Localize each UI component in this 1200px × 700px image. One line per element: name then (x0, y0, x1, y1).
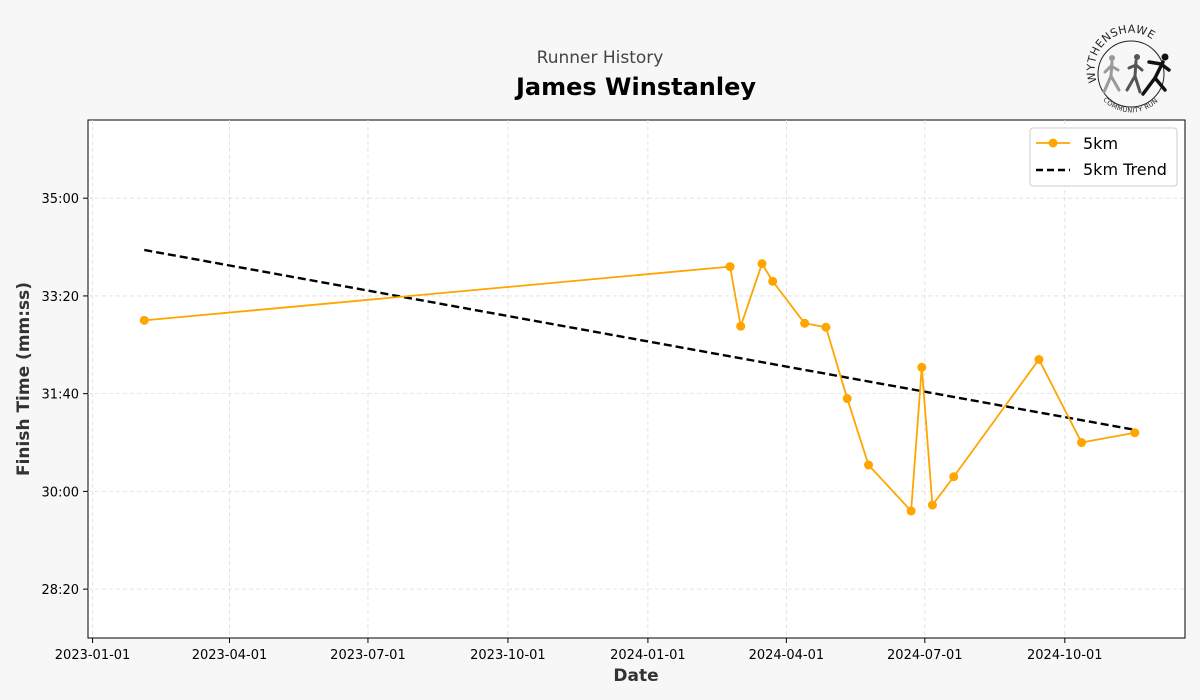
data-point-5km (768, 276, 778, 286)
data-point-5km (949, 472, 959, 482)
logo-runner-1-icon (1102, 55, 1121, 94)
x-tick-label: 2024-10-01 (1027, 648, 1103, 663)
series-line-5km (144, 262, 1135, 512)
logo-text-bottom: COMMUNITY RUN (1102, 96, 1160, 115)
x-tick-label: 2024-07-01 (887, 648, 963, 663)
x-tick-label: 2023-04-01 (192, 648, 268, 663)
series-layer (139, 248, 1140, 516)
data-point-5km (906, 506, 916, 516)
x-tick-label: 2023-07-01 (330, 648, 406, 663)
logo-runner-3-icon (1141, 53, 1171, 96)
logo-runner-2-icon (1125, 54, 1144, 94)
y-tick-label: 33:20 (42, 290, 79, 305)
data-point-5km (1077, 438, 1087, 448)
data-point-5km (1130, 428, 1140, 438)
y-tick-label: 30:00 (42, 485, 79, 500)
legend-marker-5km (1048, 138, 1058, 148)
legend: 5km 5km Trend (1029, 127, 1178, 187)
x-tick-label: 2023-01-01 (55, 648, 131, 663)
y-tick-label: 31:40 (42, 388, 79, 403)
wythenshawe-community-run-logo: WYTHENSHAWE COMMUNITY RUN (1084, 23, 1171, 115)
data-point-5km (757, 259, 767, 269)
data-point-5km (927, 500, 937, 510)
x-axis: 2023-01-01 2023-04-01 2023-07-01 2023-10-01… (55, 638, 1103, 663)
y-tick-label: 35:00 (42, 192, 79, 207)
data-point-5km (821, 322, 831, 332)
x-axis-label: Date (613, 666, 658, 686)
logo-text-top: WYTHENSHAWE (1084, 23, 1157, 85)
grid-lines (88, 120, 1185, 638)
x-tick-label: 2024-04-01 (749, 648, 825, 663)
data-point-5km (800, 318, 810, 328)
y-axis-label: Finish Time (mm:ss) (14, 282, 34, 476)
data-point-5km (736, 321, 746, 331)
data-point-5km (139, 315, 149, 325)
legend-label-5km-trend: 5km Trend (1083, 160, 1167, 179)
chart-subtitle: Runner History (537, 48, 664, 68)
data-point-5km (864, 460, 874, 470)
plot-area (87, 119, 1186, 639)
legend-label-5km: 5km (1083, 134, 1118, 153)
data-point-5km (842, 394, 852, 404)
x-tick-label: 2024-01-01 (610, 648, 686, 663)
logo-ring (1097, 40, 1165, 108)
y-axis: 28:20 30:00 31:40 33:20 35:00 (42, 192, 88, 598)
data-point-5km (1034, 354, 1044, 364)
data-point-5km (725, 262, 735, 272)
chart-title: James Winstanley (514, 73, 756, 101)
data-point-5km (917, 362, 927, 372)
x-tick-label: 2023-10-01 (470, 648, 546, 663)
y-tick-label: 28:20 (42, 583, 79, 598)
